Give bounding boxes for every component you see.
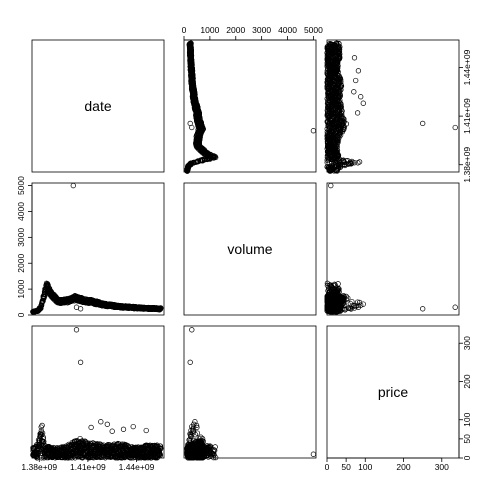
data-point	[70, 182, 76, 189]
data-point	[328, 182, 334, 189]
data-point	[325, 288, 331, 294]
panel-frame-date-price	[326, 39, 460, 173]
data-point	[452, 124, 458, 131]
data-point	[351, 55, 358, 61]
data-point	[188, 55, 194, 61]
data-points	[30, 40, 458, 461]
data-point	[324, 280, 331, 286]
panel-points-volume-vs-price	[324, 182, 458, 315]
data-point	[353, 77, 359, 84]
data-point	[349, 158, 355, 165]
data-point	[338, 115, 344, 121]
data-point	[120, 426, 127, 432]
data-point	[189, 68, 195, 74]
data-point	[39, 422, 45, 429]
data-point	[109, 428, 115, 434]
data-point	[192, 100, 198, 106]
data-point	[88, 424, 94, 431]
panel-frame-price-date	[31, 325, 165, 459]
data-point	[130, 304, 136, 310]
data-point	[143, 427, 149, 434]
data-point	[98, 301, 104, 307]
data-point	[187, 120, 193, 127]
data-point	[73, 327, 80, 333]
data-point	[343, 158, 349, 164]
data-point	[104, 302, 110, 308]
data-point	[310, 128, 317, 134]
data-point	[420, 306, 426, 312]
data-point	[158, 305, 164, 311]
data-point	[339, 113, 345, 119]
panel-points-date-vs-volume	[184, 40, 317, 174]
panel-points-price-vs-date	[30, 327, 164, 461]
data-point	[188, 40, 194, 46]
data-point	[38, 305, 44, 311]
data-point	[351, 89, 357, 95]
data-point	[191, 94, 197, 100]
panel-frame-volume-price	[326, 182, 460, 316]
data-point	[349, 298, 355, 305]
data-point	[120, 303, 127, 310]
panel-frame-date-date	[31, 39, 165, 173]
data-point	[130, 423, 136, 430]
data-point	[336, 40, 342, 47]
data-point	[324, 282, 331, 289]
data-point	[358, 94, 364, 100]
panel-points-volume-vs-date	[30, 182, 164, 315]
data-point	[452, 304, 458, 310]
panel-points-date-vs-price	[324, 40, 458, 174]
panel-frame-volume-volume	[183, 182, 317, 316]
data-point	[334, 40, 340, 46]
data-point	[354, 110, 361, 116]
data-point	[360, 100, 366, 106]
data-point	[326, 41, 333, 47]
data-point	[109, 303, 115, 309]
data-point	[88, 299, 94, 305]
data-point	[194, 110, 200, 116]
panel-points-price-vs-volume	[184, 327, 317, 461]
data-point	[328, 128, 334, 134]
panel-frame-price-volume	[183, 325, 317, 459]
data-point	[143, 305, 149, 311]
data-point	[77, 306, 84, 312]
data-point	[98, 419, 104, 425]
data-point	[355, 68, 362, 74]
data-point	[189, 77, 196, 84]
data-point	[77, 359, 84, 365]
data-point	[188, 160, 194, 166]
data-point	[190, 89, 196, 95]
data-point	[356, 159, 363, 165]
data-point	[420, 120, 426, 127]
data-point	[104, 421, 110, 427]
